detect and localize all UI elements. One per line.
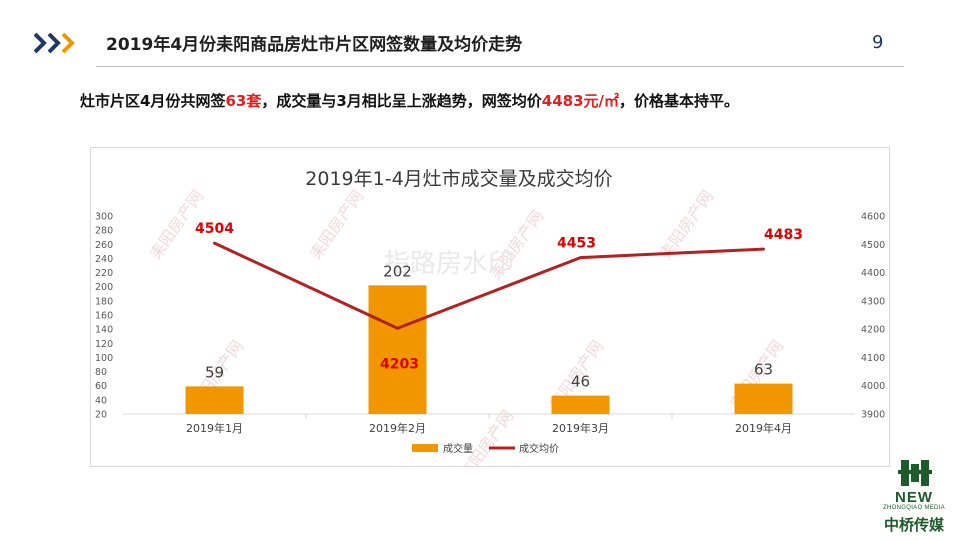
y-right-tick-label: 4000 [861,381,885,392]
watermark-text: 耒阳房产网 [456,407,517,466]
x-tick-label: 2019年4月 [735,421,792,435]
y-left-tick-label: 160 [95,311,113,322]
summary-text: 灶市片区4月份共网签63套，成交量与3月相比呈上涨趋势，网签均价4483元/㎡，… [80,90,739,112]
y-left-tick-label: 280 [95,226,113,237]
y-left-tick-label: 40 [95,395,107,406]
logo-cn: 中桥传媒 [883,516,944,534]
bar-value-label: 202 [383,262,412,280]
chevron-blue-2 [47,32,61,54]
summary-count: 63套 [225,92,262,110]
y-left-tick-label: 260 [95,240,113,251]
price-value-label: 4453 [557,236,596,252]
y-right-tick-label: 4500 [861,240,885,251]
line-series [213,241,765,330]
y-right-tick-label: 4600 [861,212,885,223]
zhongqiao-media-logo: NEW ZHONGQIAO MEDIA 中桥传媒 [872,458,956,538]
y-left-tick-label: 20 [95,410,107,421]
watermark-center: 指路房水印 [384,249,514,279]
y-right-tick-label: 3900 [861,410,885,421]
price-value-label: 4203 [380,356,419,372]
summary-part2: ，成交量与3月相比呈上涨趋势，网签均价 [261,92,542,110]
axes: 20 40 60 80 100 120 140 160 180 200 220 240 260 280 30… [95,212,885,436]
logo-en: NEW [895,489,933,506]
x-tick-label: 2019年2月 [369,421,426,435]
logo-mark-icon [898,460,932,486]
y-left-tick-label: 200 [95,282,113,293]
price-value-label: 4504 [195,221,234,237]
bar [551,395,610,414]
header-divider [96,66,904,67]
y-left-tick-label: 180 [95,296,113,307]
price-point [762,247,765,251]
chevron-orange [61,32,75,54]
price-point [396,326,399,330]
data-labels: 59 202 46 63 4504 4203 4453 4483 [195,221,803,390]
y-right-tick-label: 4200 [861,325,885,336]
y-left-tick-label: 300 [95,212,113,223]
chart-title: 2019年1-4月灶市成交量及成交均价 [305,168,612,190]
page-number: 9 [872,32,884,53]
bar [734,383,793,414]
page-title: 2019年4月份耒阳商品房灶市片区网签数量及均价走势 [106,35,523,55]
summary-part3: ，价格基本持平。 [619,92,740,110]
x-tick-label: 2019年1月 [186,421,243,435]
price-point [579,256,582,260]
price-line [213,241,764,330]
x-tick-label: 2019年3月 [552,421,609,435]
bar [185,386,244,414]
bar-value-label: 46 [571,373,590,391]
y-left-tick-label: 220 [95,268,113,279]
bar-series [185,285,793,414]
chevron-arrows-icon [34,32,75,54]
y-left-tick-label: 60 [95,381,107,392]
bar [368,285,427,414]
chart-container: 耒阳房产网 耒阳房产网 耒阳房产网 耒阳房产网 耒阳房产网 耒阳房产网 耒阳房产网 耒阳房产网… [90,147,890,467]
y-left-tick-label: 140 [95,325,113,336]
bar-value-label: 63 [754,361,773,379]
y-left-tick-label: 100 [95,353,113,364]
legend: 成交量 成交均价 [412,442,559,455]
y-right-tick-label: 4100 [861,353,885,364]
y-left-tick-label: 240 [95,254,113,265]
price-point [213,241,216,245]
legend-label: 成交均价 [519,442,559,455]
price-value-label: 4483 [764,227,803,243]
legend-swatch-bar [412,444,438,452]
summary-part1: 灶市片区4月份共网签 [80,92,226,110]
y-left-tick-label: 80 [95,367,107,378]
summary-price: 4483元/㎡ [541,92,620,110]
y-right-tick-label: 4400 [861,268,885,279]
y-left-tick-label: 120 [95,339,113,350]
legend-label: 成交量 [443,442,473,455]
watermark-text: 耒阳房产网 [306,187,367,263]
y-right-tick-label: 4300 [861,296,885,307]
logo-en-sub: ZHONGQIAO MEDIA [883,505,945,511]
chevron-blue-1 [34,32,47,54]
bar-value-label: 59 [205,363,224,381]
